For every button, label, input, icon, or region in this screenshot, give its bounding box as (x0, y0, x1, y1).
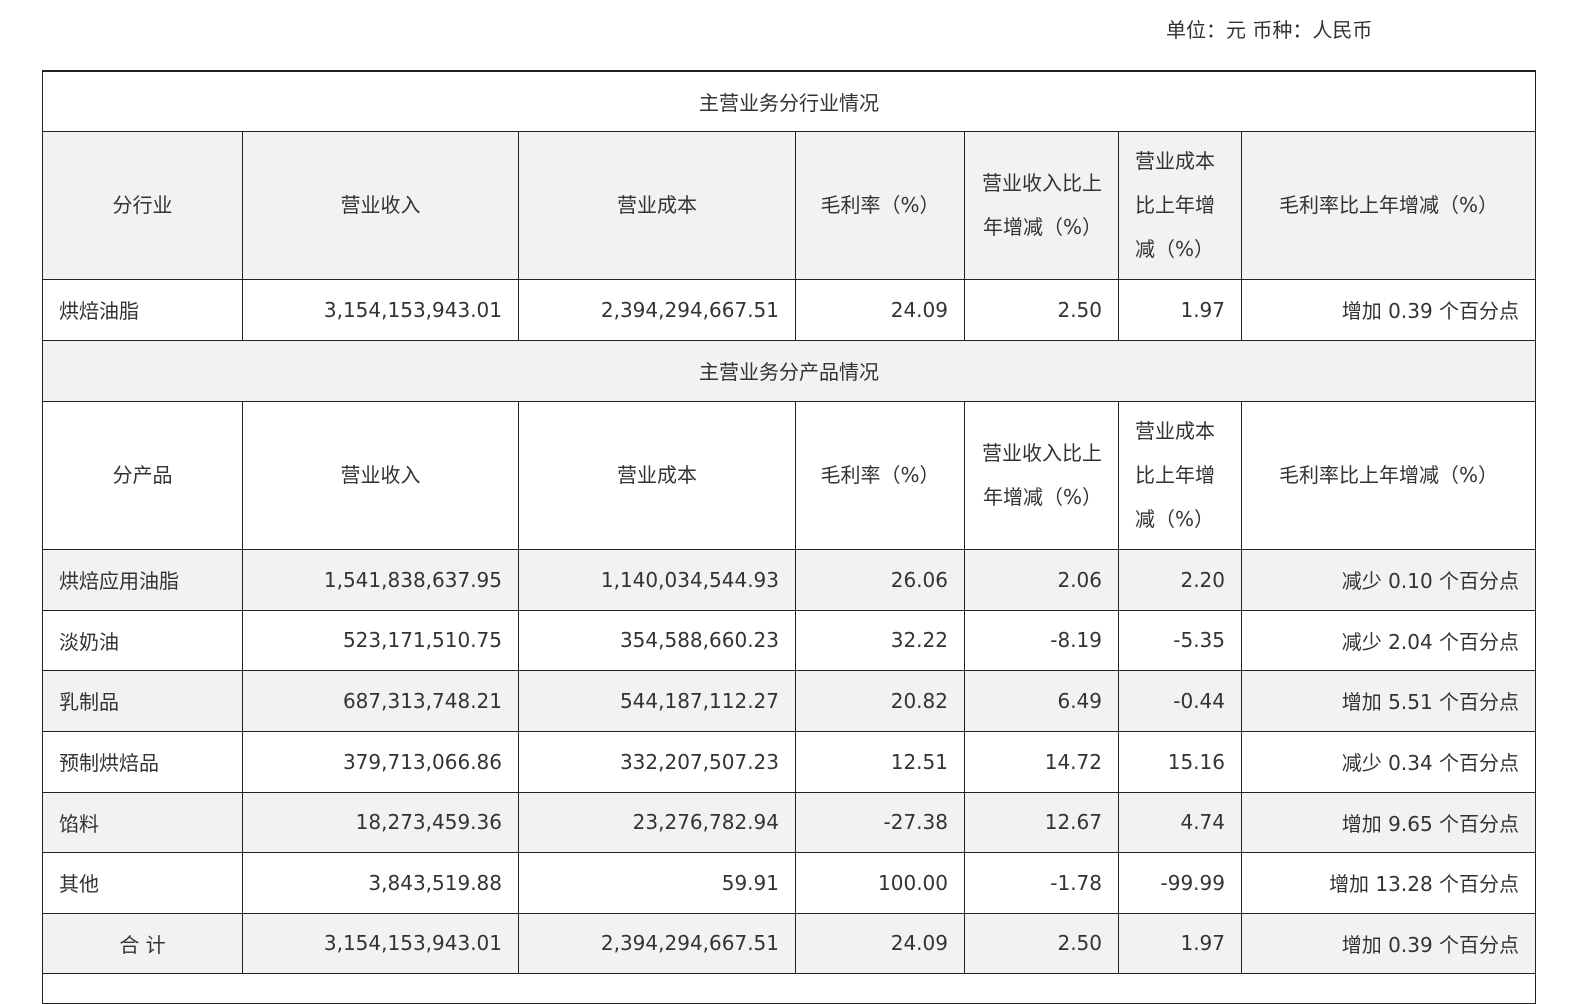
row-cost: 354,588,660.23 (518, 609, 796, 671)
row-revenue-change: 2.50 (964, 278, 1119, 341)
header-cost-change: 营业成本比上年增减（%） (1118, 400, 1242, 550)
row-revenue: 379,713,066.86 (242, 730, 519, 793)
total-cost-change: 1.97 (1118, 912, 1242, 974)
table-row: 淡奶油 523,171,510.75 354,588,660.23 32.22 … (42, 609, 1537, 671)
row-name: 烘焙应用油脂 (42, 548, 243, 611)
row-margin-change: 减少 0.10 个百分点 (1240, 548, 1537, 611)
table-row: 其他 3,843,519.88 59.91 100.00 -1.78 -99.9… (42, 851, 1537, 914)
row-revenue: 18,273,459.36 (242, 791, 519, 853)
row-revenue-change: -8.19 (964, 609, 1119, 671)
row-name: 烘焙油脂 (42, 278, 243, 341)
header-margin: 毛利率（%） (795, 400, 965, 550)
row-revenue-change: 2.06 (964, 548, 1119, 611)
header-cost: 营业成本 (518, 400, 796, 550)
row-margin: 12.51 (795, 730, 965, 793)
table-row: 乳制品 687,313,748.21 544,187,112.27 20.82 … (42, 669, 1537, 732)
row-cost-change: 1.97 (1118, 278, 1242, 341)
table-row: 烘焙应用油脂 1,541,838,637.95 1,140,034,544.93… (42, 548, 1537, 611)
row-revenue: 3,843,519.88 (242, 851, 519, 914)
header-revenue-change: 营业收入比上年增减（%） (964, 130, 1119, 280)
row-cost: 332,207,507.23 (518, 730, 796, 793)
header-margin-change: 毛利率比上年增减（%） (1240, 130, 1537, 280)
row-name: 预制烘焙品 (42, 730, 243, 793)
row-name: 馅料 (42, 791, 243, 853)
row-revenue: 687,313,748.21 (242, 669, 519, 732)
row-margin: 32.22 (795, 609, 965, 671)
header-revenue: 营业收入 (242, 400, 519, 550)
row-revenue: 3,154,153,943.01 (242, 278, 519, 341)
header-cost-change: 营业成本比上年增减（%） (1118, 130, 1242, 280)
row-name: 淡奶油 (42, 609, 243, 671)
row-revenue-change: 6.49 (964, 669, 1119, 732)
total-revenue-change: 2.50 (964, 912, 1119, 974)
next-row-partial (41, 972, 1537, 1004)
next-row-cell (41, 972, 1537, 1004)
industry-header-row: 分行业 营业收入 营业成本 毛利率（%） 营业收入比上年增减（%） 营业成本比上… (42, 130, 1537, 280)
header-category: 分行业 (42, 130, 243, 280)
row-cost-change: -99.99 (1118, 851, 1242, 914)
industry-section-title: 主营业务分行业情况 (41, 70, 1537, 132)
header-category: 分产品 (42, 400, 243, 550)
table-row: 烘焙油脂 3,154,153,943.01 2,394,294,667.51 2… (42, 278, 1537, 341)
row-cost-change: -0.44 (1118, 669, 1242, 732)
row-margin: 20.82 (795, 669, 965, 732)
row-margin-change: 减少 2.04 个百分点 (1240, 609, 1537, 671)
row-margin: 26.06 (795, 548, 965, 611)
row-margin-change: 减少 0.34 个百分点 (1240, 730, 1537, 793)
row-margin: 100.00 (795, 851, 965, 914)
header-cost: 营业成本 (518, 130, 796, 280)
total-cost: 2,394,294,667.51 (518, 912, 796, 974)
row-cost: 1,140,034,544.93 (518, 548, 796, 611)
row-margin-change: 增加 13.28 个百分点 (1240, 851, 1537, 914)
row-margin-change: 增加 9.65 个百分点 (1240, 791, 1537, 853)
row-revenue-change: 12.67 (964, 791, 1119, 853)
table-row: 预制烘焙品 379,713,066.86 332,207,507.23 12.5… (42, 730, 1537, 793)
row-revenue-change: 14.72 (964, 730, 1119, 793)
header-margin: 毛利率（%） (795, 130, 965, 280)
row-cost-change: 2.20 (1118, 548, 1242, 611)
header-revenue: 营业收入 (242, 130, 519, 280)
total-revenue: 3,154,153,943.01 (242, 912, 519, 974)
product-header-row: 分产品 营业收入 营业成本 毛利率（%） 营业收入比上年增减（%） 营业成本比上… (42, 400, 1537, 550)
row-margin-change: 增加 5.51 个百分点 (1240, 669, 1537, 732)
total-row: 合 计 3,154,153,943.01 2,394,294,667.51 24… (42, 912, 1537, 974)
row-cost-change: -5.35 (1118, 609, 1242, 671)
header-margin-change: 毛利率比上年增减（%） (1240, 400, 1537, 550)
row-cost-change: 15.16 (1118, 730, 1242, 793)
header-revenue-change: 营业收入比上年增减（%） (964, 400, 1119, 550)
row-cost-change: 4.74 (1118, 791, 1242, 853)
industry-section-title-row: 主营业务分行业情况 (41, 70, 1537, 132)
row-margin: -27.38 (795, 791, 965, 853)
row-revenue: 1,541,838,637.95 (242, 548, 519, 611)
total-margin-change: 增加 0.39 个百分点 (1240, 912, 1537, 974)
table-row: 馅料 18,273,459.36 23,276,782.94 -27.38 12… (42, 791, 1537, 853)
row-cost: 544,187,112.27 (518, 669, 796, 732)
row-name: 乳制品 (42, 669, 243, 732)
row-cost: 59.91 (518, 851, 796, 914)
row-revenue: 523,171,510.75 (242, 609, 519, 671)
row-cost: 2,394,294,667.51 (518, 278, 796, 341)
row-name: 其他 (42, 851, 243, 914)
row-cost: 23,276,782.94 (518, 791, 796, 853)
row-revenue-change: -1.78 (964, 851, 1119, 914)
main-business-table: 主营业务分行业情况 分行业 营业收入 营业成本 毛利率（%） 营业收入比上年增减… (41, 70, 1537, 1004)
row-margin-change: 增加 0.39 个百分点 (1240, 278, 1537, 341)
total-label: 合 计 (42, 912, 243, 974)
unit-currency-note: 单位：元 币种：人民币 (1166, 18, 1373, 42)
product-section-title-row: 主营业务分产品情况 (41, 339, 1537, 402)
row-margin: 24.09 (795, 278, 965, 341)
product-section-title: 主营业务分产品情况 (41, 339, 1537, 402)
total-margin: 24.09 (795, 912, 965, 974)
